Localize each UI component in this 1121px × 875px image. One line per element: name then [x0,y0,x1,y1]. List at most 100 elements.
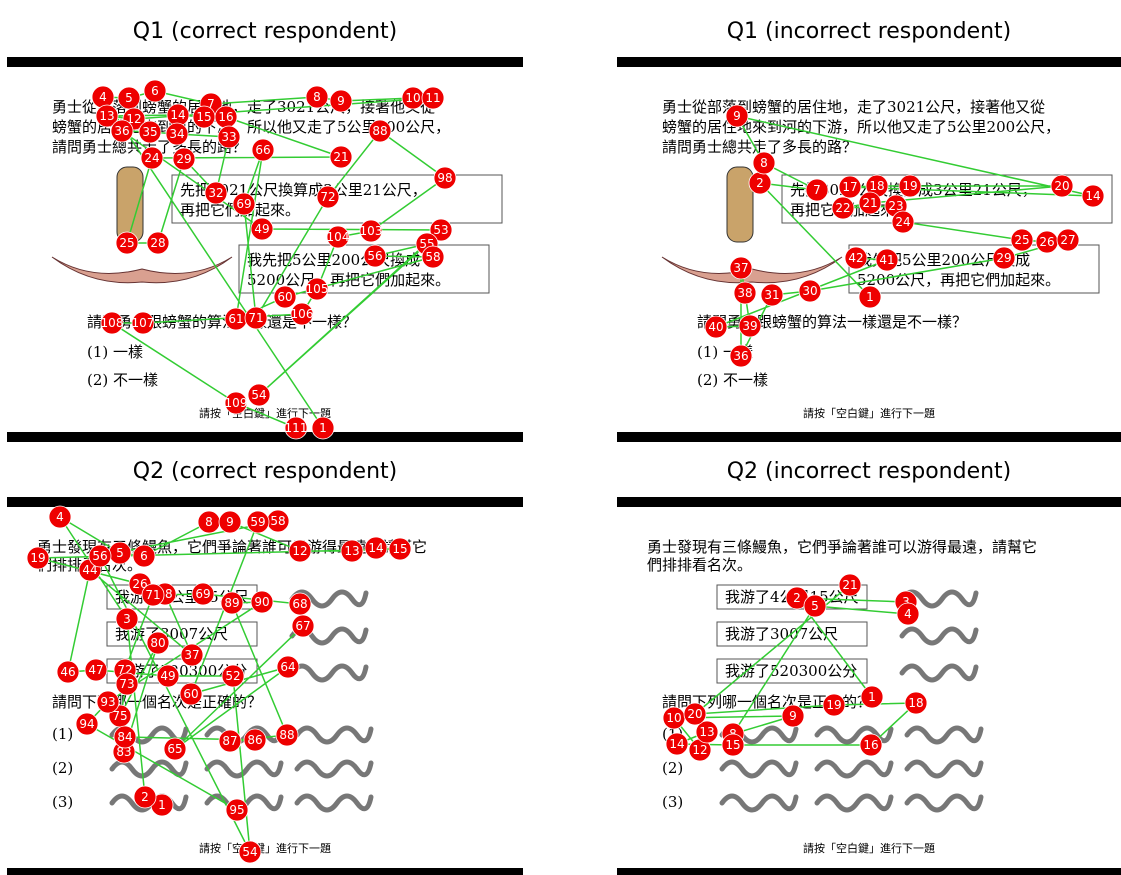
fixation [225,798,249,822]
fixation [146,231,170,255]
eel-image [719,793,799,813]
fixation-number: 106 [291,307,314,321]
fixation-number: 5 [811,599,819,613]
fixation [247,383,271,407]
eel-image [719,759,799,779]
fixation-number: 65 [167,742,182,756]
fixation [904,691,928,715]
fixation-number: 12 [126,112,141,126]
fixation [368,119,392,143]
fixation-number: 60 [277,290,292,304]
speech-bubble [716,658,868,684]
fixation [421,245,445,269]
eel-image [289,663,369,683]
fixation-number: 41 [879,253,894,267]
fixation [388,537,412,561]
fixation-number: 105 [306,282,329,296]
fixation-number: 14 [1085,189,1100,203]
fixation [838,573,862,597]
fixation-number: 20 [1054,179,1069,193]
fixation [803,594,827,618]
fixation-number: 12 [292,544,307,558]
fixation [1081,184,1105,208]
fixation [838,175,862,199]
fixation-number: 73 [119,677,134,691]
fixation-number: 4 [99,90,107,104]
panel: Q1 (incorrect respondent) 勇士從部落到螃蟹的居住地，走了… [617,19,1121,442]
fixation-number: 14 [170,108,185,122]
fixation-number: 3 [902,595,910,609]
question-line: 勇士從部落到螃蟹的居住地，走了3021公尺，接著他又從 [662,98,1045,116]
fixation [891,210,915,234]
eel-image [814,725,894,745]
fixation [246,510,270,534]
fixation-number: 86 [247,733,262,747]
fixation-number: 54 [242,845,257,859]
fixation-number: 69 [195,587,210,601]
fixation [721,733,745,757]
fixation [359,219,383,243]
fixation [363,244,387,268]
speech-bubble [238,244,490,294]
fixation-number: 84 [117,730,132,744]
fixation-number: 10 [405,91,420,105]
fixation [273,285,297,309]
fixation-number: 71 [248,311,263,325]
fixation [110,119,134,143]
fixation-number: 11 [425,91,440,105]
fixation [146,631,170,655]
fixation [860,685,884,709]
fixation-number: 68 [292,597,307,611]
fixation-number: 18 [869,179,884,193]
fixation-number: 4 [56,510,64,524]
fixation-number: 19 [826,698,841,712]
fixation-number: 42 [848,251,863,265]
fixation-number: 30 [802,284,817,298]
fixation-number: 61 [228,312,243,326]
eel-image [289,589,369,609]
fixation [204,181,228,205]
bubble-line: 我先把5公里200公尺換成 [857,251,1030,269]
fixation [875,248,899,272]
option: (1) [52,725,73,743]
bottom-bar [7,432,523,442]
fixation [992,246,1016,270]
fixation-number: 36 [114,124,129,138]
fixation [433,166,457,190]
fixation [56,660,80,684]
footer-text: 請按「空白鍵」進行下一題 [803,841,935,855]
fixation [704,315,728,339]
fixation [781,704,805,728]
fixation-number: 80 [150,636,165,650]
fixation [218,510,242,534]
fixation-number: 71 [145,588,160,602]
fixation-number: 32 [208,186,223,200]
bubble-line: 5200公尺，再把它們加起來。 [857,271,1060,289]
bubble-line: 我游了3007公尺 [115,625,228,643]
fixation [898,174,922,198]
fixation [329,145,353,169]
fixation-number: 88 [372,124,387,138]
fixation-number: 10 [666,711,681,725]
fixation-number: 6 [140,549,148,563]
fixation [329,89,353,113]
fixation-number: 31 [764,288,779,302]
fixation-number: 14 [368,541,383,555]
fixation [217,125,241,149]
top-bar [7,497,523,507]
question-line: 勇士發現有三條鰻魚，它們爭論著誰可以游得最遠，請幫它 [647,538,1037,556]
fixation [729,344,753,368]
fixation-number: 21 [333,150,348,164]
prompt: 請問勇士跟螃蟹的算法一樣還是不一樣？ [697,313,967,331]
fixation-number: 9 [733,109,741,123]
fixation-number: 37 [184,648,199,662]
top-bar [617,497,1121,507]
fixation-number: 107 [132,316,155,330]
fixation-number: 60 [183,687,198,701]
fixation-number: 56 [92,549,107,563]
eel-image [204,759,284,779]
fixation [1056,228,1080,252]
fixation-number: 35 [142,125,157,139]
fixation-number: 13 [344,544,359,558]
